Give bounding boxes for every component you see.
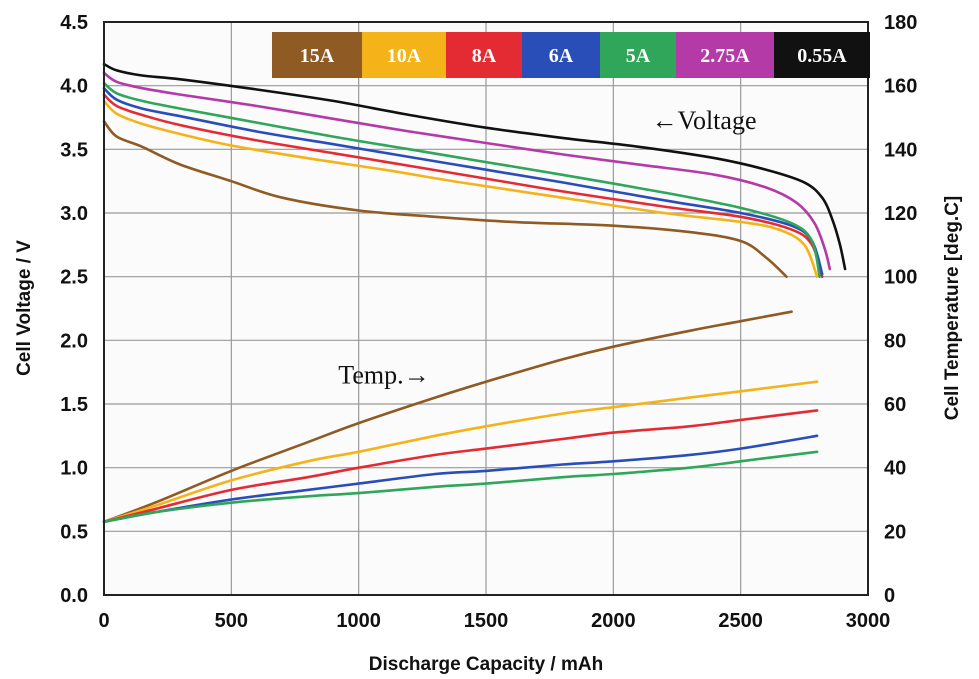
- y-tick-label: 2.5: [60, 267, 88, 289]
- y2-tick-label: 40: [884, 458, 906, 480]
- temperature-line-5a: [102, 450, 819, 524]
- y2-tick-label: 140: [884, 139, 917, 161]
- y-tick-label: 2.0: [60, 330, 88, 352]
- legend-label: 6A: [549, 45, 574, 67]
- y2-tick-label: 100: [884, 267, 917, 289]
- y-tick-label: 0.5: [60, 521, 88, 543]
- legend-label: 5A: [626, 45, 651, 67]
- legend-label: 10A: [387, 45, 422, 67]
- legend-swatch-0-55a: [774, 32, 870, 78]
- legend-swatch-8a: [446, 32, 522, 78]
- legend-swatch-2-75a: [676, 32, 774, 78]
- annotations: ←Voltage Temp.→: [338, 106, 756, 390]
- x-tick-label: 500: [215, 610, 248, 632]
- x-axis-title: Discharge Capacity / mAh: [369, 654, 603, 675]
- voltage-line-6a: [102, 86, 824, 276]
- x-tick-label: 3000: [846, 610, 891, 632]
- x-tick-label: 2000: [591, 610, 636, 632]
- voltage-line-2-75a: [102, 71, 832, 271]
- x-tick-label: 2500: [718, 610, 763, 632]
- y-tick-label: 3.0: [60, 203, 88, 225]
- x-tick-label: 1000: [336, 610, 381, 632]
- y-tick-label: 1.0: [60, 458, 88, 480]
- y2-tick-label: 60: [884, 394, 906, 416]
- legend-swatch-5a: [600, 32, 676, 78]
- y2-tick-labels: 0 20 40 60 80 100 120 140 160 180: [884, 12, 917, 607]
- temperature-line-15a: [102, 310, 793, 524]
- y2-tick-label: 160: [884, 76, 917, 98]
- y-tick-label: 0.0: [60, 585, 88, 607]
- y-tick-label: 3.5: [60, 139, 88, 161]
- x-tick-label: 0: [98, 610, 109, 632]
- legend-swatch-10a: [362, 32, 446, 78]
- plot-frame: [103, 21, 869, 596]
- legend-label: 0.55A: [797, 45, 847, 67]
- y2-axis-title: Cell Temperature [deg.C]: [942, 196, 963, 421]
- y2-tick-label: 120: [884, 203, 917, 225]
- voltage-line-15a: [102, 120, 788, 278]
- curves: [102, 62, 847, 524]
- voltage-line-8a: [102, 93, 824, 278]
- legend: 15A 10A 8A 6A 5A 2.75A 0.55A: [272, 32, 870, 78]
- y-axis-title: Cell Voltage / V: [14, 240, 35, 376]
- legend-label: 15A: [300, 45, 335, 67]
- y2-tick-label: 20: [884, 521, 906, 543]
- legend-label: 2.75A: [700, 45, 750, 67]
- voltage-line-10a: [102, 99, 819, 278]
- y-tick-labels: 0.0 0.5 1.0 1.5 2.0 2.5 3.0 3.5 4.0 4.5: [60, 12, 88, 607]
- temperature-line-8a: [102, 409, 819, 524]
- annotation-label: ←Voltage: [652, 106, 757, 135]
- voltage-line-5a: [102, 81, 821, 278]
- voltage-line-0-55a: [102, 62, 847, 271]
- y2-tick-label: 0: [884, 585, 895, 607]
- x-tick-label: 1500: [464, 610, 509, 632]
- temperature-line-10a: [102, 380, 819, 524]
- legend-label: 8A: [472, 45, 497, 67]
- y-tick-label: 1.5: [60, 394, 88, 416]
- legend-swatch-15a: [272, 32, 362, 78]
- y-tick-label: 4.0: [60, 76, 88, 98]
- legend-swatch-6a: [522, 32, 600, 78]
- y-tick-label: 4.5: [60, 12, 88, 34]
- y2-tick-label: 180: [884, 12, 917, 34]
- annotation-label: Temp.→: [338, 361, 429, 390]
- x-tick-labels: 0 500 1000 1500 2000 2500 3000: [98, 610, 890, 632]
- y2-tick-label: 80: [884, 330, 906, 352]
- temperature-line-6a: [102, 434, 819, 524]
